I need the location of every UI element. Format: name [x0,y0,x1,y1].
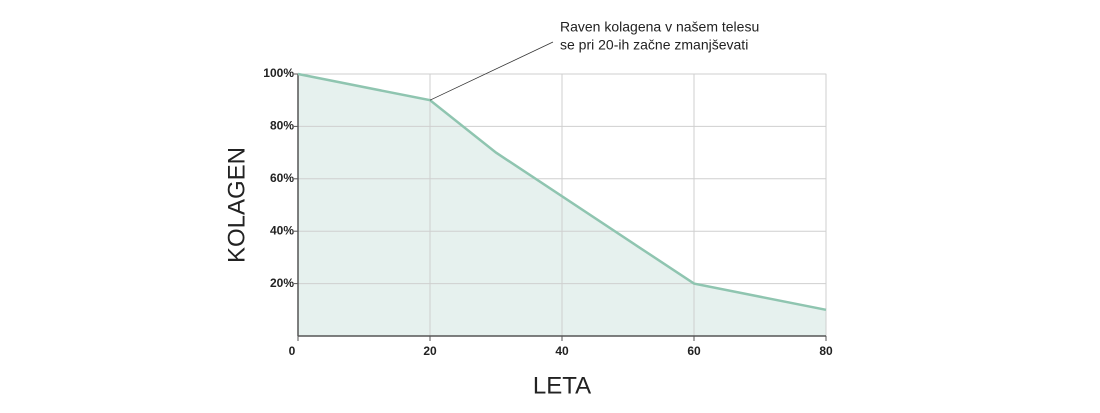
x-tick-label: 40 [555,344,569,358]
x-tick-label: 20 [423,344,437,358]
y-axis-label: KOLAGEN [223,147,250,263]
x-tick-label: 80 [819,344,833,358]
y-tick-label: 80% [270,119,294,133]
x-tick-label: 0 [289,344,296,358]
x-axis-label: LETA [533,372,591,399]
annotation: se pri 20-ih začne zmanjševati [560,37,748,53]
y-tick-label: 40% [270,223,294,237]
line [297,72,827,312]
x-tick-label: 60 [687,344,701,358]
y-tick-label: 60% [270,171,294,185]
y-tick-label: 20% [270,276,294,290]
annotation: Raven kolagena v našem telesu [560,19,759,35]
annotation-leader [429,41,554,101]
y-tick-label: 100% [263,66,294,80]
